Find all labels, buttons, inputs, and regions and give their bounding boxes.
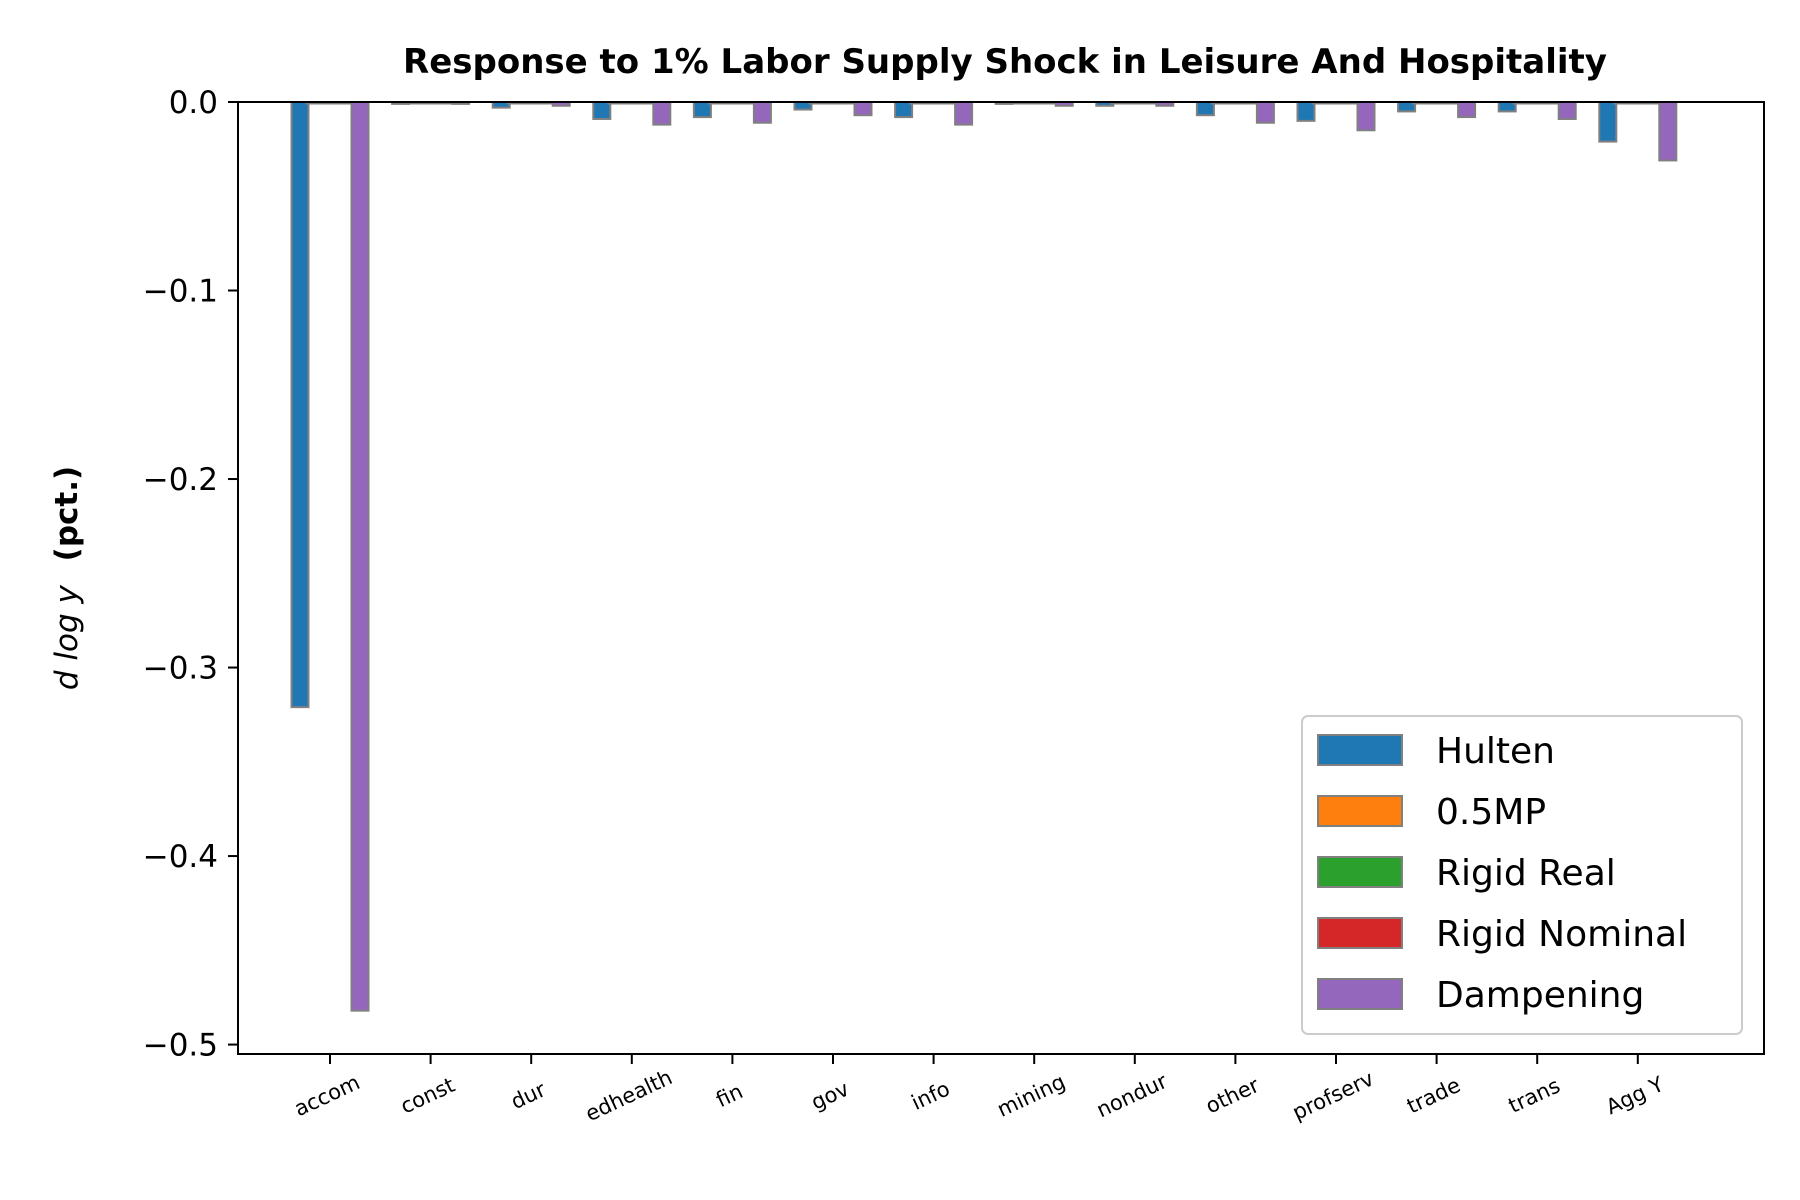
x-tick-label-trans: trans bbox=[1505, 1073, 1564, 1118]
legend-swatch-rigid-nominal bbox=[1317, 917, 1403, 949]
bar-dampening-accom bbox=[350, 101, 370, 1012]
y-axis-label-unit: (pct.) bbox=[49, 466, 85, 562]
y-tick-label: −0.5 bbox=[143, 1028, 218, 1064]
legend-label-dampening: Dampening bbox=[1436, 975, 1644, 1016]
chart-title: Response to 1% Labor Supply Shock in Lei… bbox=[403, 42, 1607, 82]
plot-frame bbox=[237, 101, 1765, 1055]
bar-dampening-trade bbox=[1457, 101, 1477, 119]
bar-dampening-fin bbox=[752, 101, 772, 124]
x-tick-label-accom: accom bbox=[291, 1070, 364, 1121]
bar-dampening-edhealth bbox=[652, 101, 672, 126]
bar-dampening-other bbox=[1255, 101, 1275, 124]
x-tick-label-trade: trade bbox=[1403, 1073, 1464, 1118]
y-tick-label: −0.1 bbox=[143, 274, 218, 310]
legend-swatch-rigid-real bbox=[1317, 856, 1403, 888]
legend-label-0-5mp: 0.5MP bbox=[1436, 792, 1546, 833]
bar-dampening-trans bbox=[1557, 101, 1577, 120]
y-tick-label: 0.0 bbox=[169, 85, 218, 121]
x-tick-label-gov: gov bbox=[807, 1077, 852, 1115]
x-tick-label-agg-y: Agg Y bbox=[1602, 1072, 1667, 1119]
x-tick-label-fin: fin bbox=[712, 1079, 746, 1112]
bar-hulten-edhealth bbox=[592, 101, 612, 120]
bar-hulten-profserv bbox=[1296, 101, 1316, 122]
bar-dampening-info bbox=[954, 101, 974, 126]
y-axis-label: d log y (pct.) bbox=[49, 466, 85, 690]
legend: Hulten 0.5MP Rigid Real Rigid Nominal Dampen… bbox=[1301, 715, 1743, 1035]
legend-frame bbox=[1301, 715, 1743, 1035]
x-tick-label-edhealth: edhealth bbox=[582, 1065, 676, 1126]
x-tick-label-profserv: profserv bbox=[1289, 1066, 1378, 1124]
y-axis: 0.0 −0.1 −0.2 −0.3 −0.4 −0.5 bbox=[143, 85, 238, 1064]
x-tick-label-const: const bbox=[397, 1073, 459, 1119]
legend-swatch-0-5mp bbox=[1317, 795, 1403, 827]
legend-swatch-dampening bbox=[1317, 978, 1403, 1010]
x-tick-label-nondur: nondur bbox=[1093, 1069, 1171, 1122]
y-tick-label: −0.2 bbox=[143, 462, 218, 498]
x-tick-label-info: info bbox=[908, 1076, 954, 1114]
y-tick-label: −0.4 bbox=[143, 839, 218, 875]
bar-dampening-agg-y bbox=[1658, 101, 1678, 162]
legend-label-rigid-nominal: Rigid Nominal bbox=[1436, 914, 1687, 955]
legend-swatch-hulten bbox=[1317, 734, 1403, 766]
legend-label-hulten: Hulten bbox=[1436, 731, 1555, 772]
bar-hulten-agg-y bbox=[1598, 101, 1618, 143]
bar-hulten-accom bbox=[290, 101, 310, 709]
bar-dampening-profserv bbox=[1356, 101, 1376, 132]
y-tick-label: −0.3 bbox=[143, 651, 218, 687]
x-tick-label-other: other bbox=[1202, 1073, 1263, 1119]
legend-label-rigid-real: Rigid Real bbox=[1436, 853, 1616, 894]
x-tick-label-mining: mining bbox=[994, 1070, 1069, 1122]
bar-dampening-gov bbox=[853, 101, 873, 117]
x-axis: accom const dur edhealth fin gov info mining non… bbox=[291, 1054, 1667, 1126]
y-axis-label-symbol: d log y bbox=[49, 585, 85, 691]
x-tick-label-dur: dur bbox=[507, 1077, 549, 1114]
